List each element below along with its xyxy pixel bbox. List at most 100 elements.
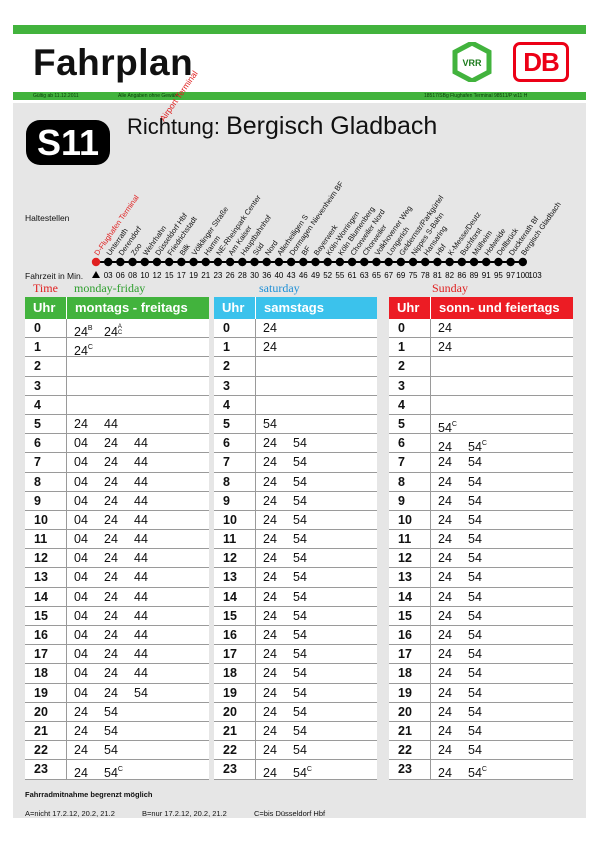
minutes-cell: 04 24 44 bbox=[67, 473, 164, 491]
minutes-cell: 04 24 44 bbox=[67, 568, 164, 586]
table-row: 8 24 54 bbox=[214, 472, 377, 492]
hour-column-header: Uhr bbox=[214, 297, 256, 319]
table-row: 2 bbox=[214, 357, 377, 377]
hour-cell: 22 bbox=[25, 741, 67, 760]
direction-label: Richtung: bbox=[127, 114, 220, 139]
departure-minute: 44 bbox=[134, 570, 148, 585]
table-row: 16 24 54 bbox=[214, 626, 377, 646]
departure-minute: 44 bbox=[134, 666, 148, 681]
hour-cell: 0 bbox=[214, 319, 256, 338]
departure-minute: 24 bbox=[438, 704, 452, 719]
minutes-cell: 24 54C bbox=[67, 760, 134, 780]
departure-minute: 24 bbox=[438, 685, 452, 700]
hour-cell: 16 bbox=[389, 626, 431, 645]
hour-cell: 4 bbox=[25, 395, 67, 414]
table-row: 0 24B 24A C bbox=[25, 319, 209, 339]
departure-minute: 44 bbox=[134, 608, 148, 623]
hour-cell: 8 bbox=[389, 472, 431, 491]
minutes-cell: 24C bbox=[67, 338, 104, 358]
hour-cell: 15 bbox=[214, 606, 256, 625]
hour-cell: 13 bbox=[389, 568, 431, 587]
footnote-mark: C bbox=[481, 440, 487, 448]
minutes-cell: 04 24 44 bbox=[67, 549, 164, 567]
hour-cell: 21 bbox=[389, 721, 431, 741]
hour-cell: 12 bbox=[389, 549, 431, 568]
translation-weekday: monday-friday bbox=[74, 281, 146, 295]
table-row: 22 24 54 bbox=[25, 741, 209, 761]
hour-cell: 0 bbox=[389, 319, 431, 338]
hour-cell: 19 bbox=[25, 683, 67, 702]
departure-minute: 54 bbox=[468, 455, 482, 470]
departure-minute: 44 bbox=[134, 512, 148, 527]
minutes-cell: 24B 24A C bbox=[67, 319, 134, 339]
departure-minute: 24 bbox=[74, 416, 88, 431]
hour-cell: 10 bbox=[214, 510, 256, 530]
table-row: 12 04 24 44 bbox=[25, 549, 209, 569]
departure-minute: 54 bbox=[293, 512, 307, 527]
departure-minute: 24 bbox=[104, 532, 118, 547]
hour-cell: 7 bbox=[214, 453, 256, 472]
hour-cell: 6 bbox=[389, 434, 431, 453]
hour-cell: 18 bbox=[25, 664, 67, 683]
hour-cell: 23 bbox=[389, 760, 431, 779]
minutes-cell: 24 54 bbox=[256, 549, 323, 567]
footnote-mark: C bbox=[481, 766, 487, 774]
table-row: 17 24 54 bbox=[389, 645, 573, 665]
departure-minute: 04 bbox=[74, 474, 88, 489]
disclaimer: Alle Angaben ohne Gewähr bbox=[118, 93, 179, 99]
departure-minute: 24 bbox=[263, 647, 277, 662]
departure-minute: 24 bbox=[263, 436, 277, 451]
table-row: 6 24 54 bbox=[214, 434, 377, 454]
minutes-cell: 24 54 bbox=[256, 434, 323, 452]
bike-note: Fahrradmitnahme begrenzt möglich bbox=[25, 790, 153, 799]
departure-minute: 54 bbox=[293, 743, 307, 758]
departure-minute: 54 bbox=[468, 608, 482, 623]
hour-cell: 14 bbox=[214, 587, 256, 606]
table-row: 13 24 54 bbox=[389, 568, 573, 588]
translation-sunday: Sunday bbox=[432, 281, 468, 295]
footnote-mark: C bbox=[117, 766, 123, 774]
departure-minute: 24 bbox=[438, 666, 452, 681]
minutes-cell: 24 54C bbox=[431, 434, 498, 454]
table-row: 17 24 54 bbox=[214, 645, 377, 665]
table-row: 1 24 bbox=[214, 338, 377, 358]
table-row: 0 24 bbox=[389, 319, 573, 339]
table-row: 12 24 54 bbox=[389, 549, 573, 569]
table-row: 7 24 54 bbox=[389, 453, 573, 473]
departure-minute: 44 bbox=[134, 455, 148, 470]
table-row: 11 04 24 44 bbox=[25, 530, 209, 550]
minutes-cell: 24 54 bbox=[431, 703, 498, 721]
departure-minute: 54 bbox=[293, 455, 307, 470]
departure-minute: 04 bbox=[74, 493, 88, 508]
table-row: 14 24 54 bbox=[389, 587, 573, 607]
table-row: 4 bbox=[25, 395, 209, 415]
departure-minute: 54 bbox=[293, 436, 307, 451]
table-row: 7 24 54 bbox=[214, 453, 377, 473]
hour-cell: 18 bbox=[214, 664, 256, 683]
table-row: 16 24 54 bbox=[389, 626, 573, 646]
departure-minute: 24 bbox=[263, 340, 277, 355]
departure-minute: 44 bbox=[134, 474, 148, 489]
departure-minute: 04 bbox=[74, 436, 88, 451]
table-sunday: Uhr sonn- und feiertags 0 24 1 24 2 3 4 5 54C 6 24 54… bbox=[389, 297, 573, 780]
departure-minute: 24 bbox=[263, 551, 277, 566]
hour-cell: 8 bbox=[25, 472, 67, 491]
table-row: 22 24 54 bbox=[389, 741, 573, 761]
table-row: 1 24C bbox=[25, 338, 209, 358]
hour-cell: 6 bbox=[25, 434, 67, 453]
departure-minute: 24 bbox=[438, 532, 452, 547]
hour-cell: 23 bbox=[214, 760, 256, 779]
minutes-cell: 24 54 bbox=[431, 530, 498, 548]
day-type-header: samstags bbox=[264, 300, 324, 315]
minutes-cell bbox=[431, 396, 438, 414]
departure-minute: 24 bbox=[74, 704, 88, 719]
table-row: 21 24 54 bbox=[389, 721, 573, 742]
table-row: 21 24 54 bbox=[214, 721, 377, 742]
departure-minute: 24 bbox=[104, 589, 118, 604]
hour-cell: 15 bbox=[389, 606, 431, 625]
hour-cell: 7 bbox=[25, 453, 67, 472]
departure-minute: 54 bbox=[293, 474, 307, 489]
departure-minute: 54 bbox=[468, 589, 482, 604]
table-row: 6 24 54C bbox=[389, 434, 573, 454]
